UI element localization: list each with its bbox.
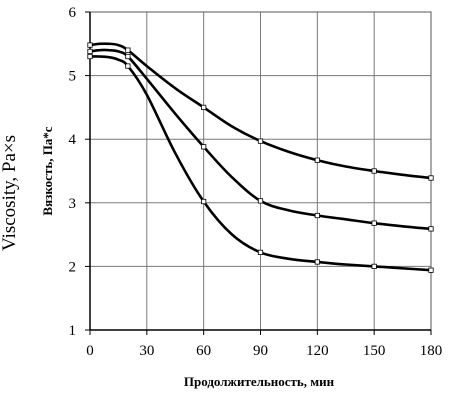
data-point [201,144,207,150]
y-tick-label: 5 [69,69,77,85]
series-line-1 [89,42,432,180]
x-tick-label: 90 [253,343,268,359]
x-tick-label: 180 [420,343,443,359]
y-axis-title-english: Viscosity, Pa×s [0,135,20,251]
series-line-3 [89,55,432,272]
data-point [428,267,434,273]
data-point [428,226,434,232]
data-point [201,198,207,205]
y-tick-label: 6 [69,5,77,21]
x-tick-label: 0 [86,343,94,359]
data-point [201,104,207,110]
y-tick-label: 2 [69,259,77,275]
data-point [314,259,320,265]
data-point [314,212,320,219]
x-tick-label: 150 [363,343,386,359]
x-tick-label: 60 [196,343,211,359]
data-point [87,53,93,60]
data-point [87,48,93,55]
data-point [87,42,93,48]
data-point [125,47,131,53]
x-axis-title: Продолжительность, мин [184,374,335,389]
data-point [257,138,264,144]
x-tick-label: 120 [306,343,329,359]
data-point [371,168,377,174]
series-markers [87,42,434,273]
x-tick-label: 30 [139,343,154,359]
y-tick-label: 3 [69,196,77,212]
series-line-2 [89,48,432,231]
data-point [125,63,131,69]
data-point [257,198,264,204]
y-tick-label: 4 [69,132,77,148]
y-axis-title: Вязкость, Па*с [40,126,55,215]
data-point [428,175,434,181]
data-point [314,157,320,163]
data-point [257,249,264,256]
data-point [125,53,131,60]
data-point [371,263,377,270]
data-point [371,220,377,226]
y-tick-label: 1 [69,323,77,339]
tick-labels: 0 30 60 90 120 150 180 1 2 3 4 5 6 [69,5,443,359]
series-lines [89,42,432,272]
